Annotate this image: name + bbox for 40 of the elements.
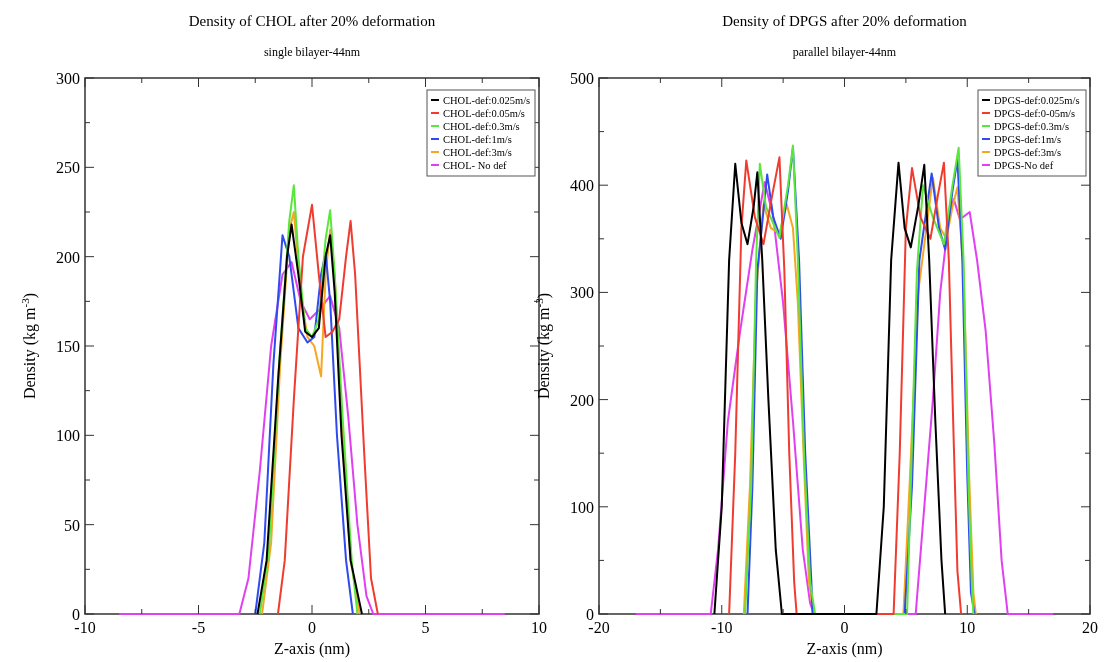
legend-label: DPGS-def:1m/s: [994, 134, 1062, 145]
y-tick-label: 500: [570, 70, 594, 87]
y-tick-label: 250: [56, 159, 80, 177]
x-axis-title: Z-axis (nm): [806, 640, 883, 658]
legend-label: CHOL-def:1m/s: [443, 134, 512, 145]
chart-subtitle: parallel bilayer-44nm: [792, 45, 897, 59]
y-tick-label: 400: [570, 177, 594, 195]
y-tick-label: 200: [570, 391, 594, 409]
y-tick-label: 100: [56, 427, 80, 445]
x-tick-label: 5: [421, 619, 430, 636]
legend-label: CHOL-def:0.3m/s: [443, 121, 520, 132]
legend-label: DPGS-def:0-05m/s: [994, 108, 1076, 119]
legend-label: DPGS-def:0.025m/s: [994, 95, 1080, 106]
legend-label: CHOL-def:0.025m/s: [443, 95, 531, 106]
legend-label: DPGS-def:3m/s: [994, 147, 1062, 158]
legend-label: CHOL-def:0.05m/s: [443, 108, 525, 119]
y-tick-label: 150: [56, 338, 80, 355]
y-tick-label: 100: [570, 498, 594, 516]
line-series: [118, 261, 506, 615]
line-series: [276, 203, 379, 615]
x-tick-label: -10: [711, 619, 733, 636]
y-tick-label: 300: [56, 70, 80, 87]
chart-title: Density of CHOL after 20% deformation: [188, 13, 436, 29]
line-series: [634, 180, 1055, 615]
x-tick-label: 0: [840, 619, 849, 636]
x-tick-label: 10: [959, 619, 976, 636]
x-axis-title: Z-axis (nm): [274, 640, 350, 658]
y-tick-label: 300: [570, 284, 594, 302]
legend-label: DPGS-No def: [994, 160, 1054, 171]
x-tick-label: 10: [531, 619, 547, 636]
x-tick-label: 0: [308, 619, 316, 636]
y-tick-label: 200: [56, 248, 80, 266]
chart-subtitle: single bilayer-44nm: [263, 45, 361, 59]
x-tick-label: 20: [1082, 619, 1098, 636]
legend-label: CHOL-def:3m/s: [443, 147, 512, 158]
legend-label: CHOL- No def: [443, 160, 508, 171]
x-tick-label: -5: [191, 619, 206, 636]
legend-label: DPGS-def:0.3m/s: [994, 121, 1069, 132]
chart-title: Density of DPGS after 20% deformation: [722, 13, 968, 29]
y-tick-label: 50: [64, 516, 80, 534]
